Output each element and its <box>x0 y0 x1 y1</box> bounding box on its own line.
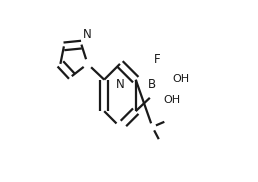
Text: OH: OH <box>163 95 181 105</box>
Text: B: B <box>148 78 156 91</box>
Text: N: N <box>116 78 124 91</box>
Text: OH: OH <box>172 74 189 84</box>
Text: N: N <box>83 28 92 41</box>
Text: F: F <box>154 53 161 66</box>
